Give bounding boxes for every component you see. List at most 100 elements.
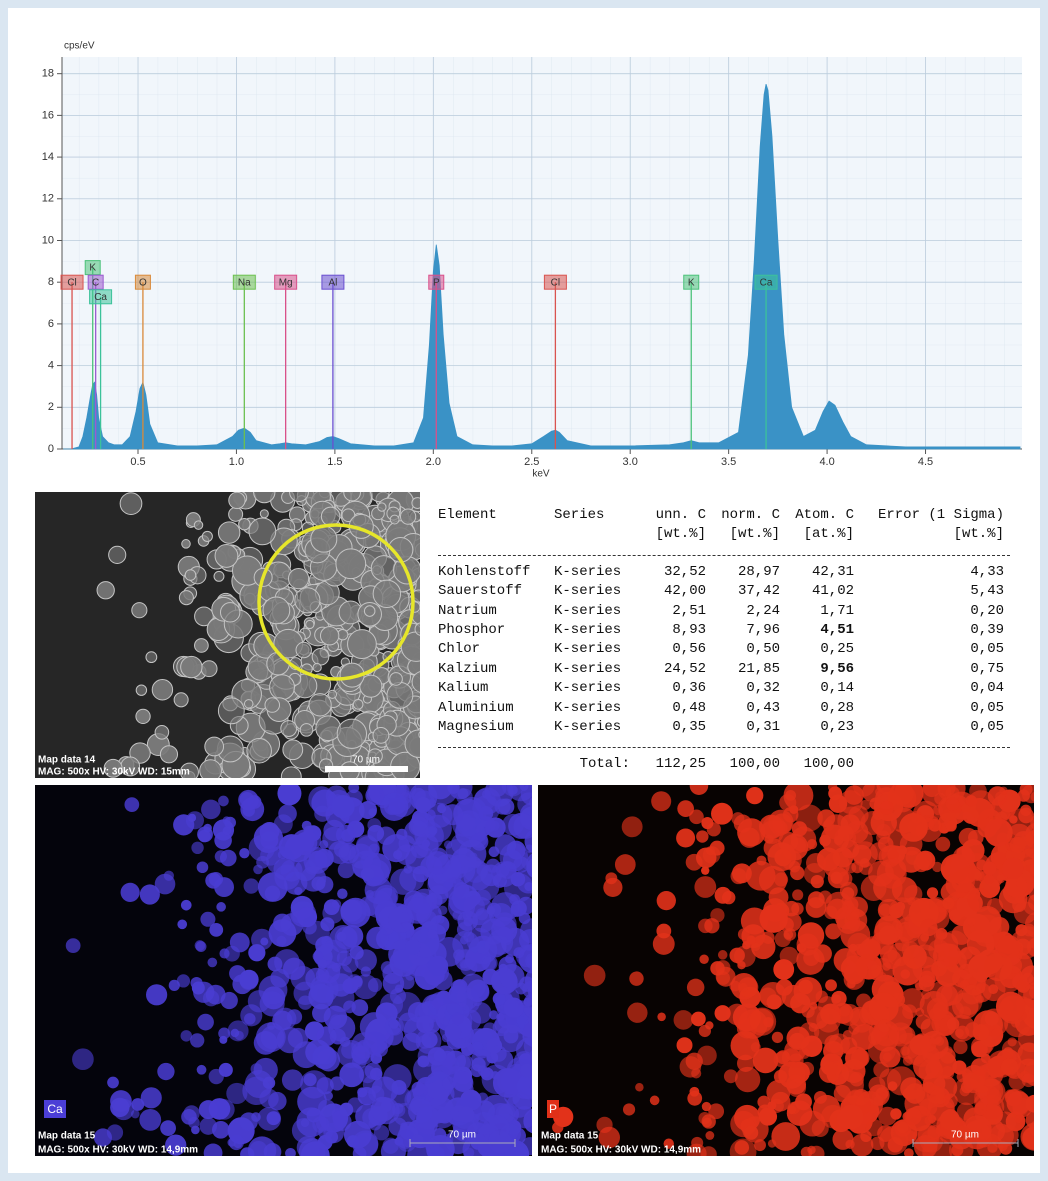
particle: [789, 1053, 804, 1068]
x-tick-label: 1.5: [327, 456, 342, 468]
particle: [364, 606, 375, 617]
particle: [807, 839, 817, 849]
particle: [961, 804, 969, 812]
particle: [1020, 805, 1031, 816]
particle: [878, 1019, 891, 1032]
particle: [195, 940, 206, 951]
table-cell: 1,71: [780, 602, 854, 621]
particle: [902, 941, 919, 958]
particle: [296, 642, 311, 657]
particle: [513, 947, 524, 958]
particle: [311, 526, 337, 552]
particle: [635, 1083, 643, 1091]
element-label: C: [92, 277, 99, 288]
table-cell: Kalium: [438, 679, 554, 698]
particle: [970, 1069, 994, 1093]
table-cell: 9,56: [780, 660, 854, 679]
particle: [766, 1080, 790, 1104]
particle: [181, 1109, 197, 1125]
particle: [325, 1130, 338, 1143]
x-tick-label: 0.5: [130, 456, 145, 468]
particle: [413, 866, 429, 882]
particle: [425, 826, 436, 837]
particle: [306, 620, 314, 628]
particle: [368, 808, 376, 816]
element-label: Na: [238, 277, 251, 288]
particle: [254, 824, 283, 853]
table-row: AluminiumK-series0,480,430,280,05: [438, 699, 1010, 718]
x-axis-label: keV: [532, 469, 550, 480]
table-cell: 0,14: [780, 679, 854, 698]
particle: [354, 1133, 379, 1158]
table-cell: 37,42: [706, 582, 780, 601]
y-tick-label: 16: [42, 109, 54, 121]
particle: [687, 979, 704, 996]
table-cell: 42,00: [630, 582, 706, 601]
particle: [265, 698, 280, 713]
particle: [66, 938, 81, 953]
particle: [958, 964, 974, 980]
particle: [273, 914, 291, 932]
particle: [694, 876, 716, 898]
particle: [584, 965, 606, 987]
particle: [744, 1126, 758, 1140]
particle: [710, 908, 724, 922]
particle: [247, 738, 272, 763]
particle: [351, 1032, 377, 1058]
particle: [366, 927, 388, 949]
element-label: P: [433, 277, 440, 288]
particle: [263, 597, 290, 624]
table-cell: Kohlenstoff: [438, 563, 554, 582]
particle: [787, 1105, 796, 1114]
particle: [201, 661, 217, 677]
particle: [146, 984, 167, 1005]
particle: [883, 1052, 892, 1061]
particle: [996, 992, 1026, 1022]
particle: [323, 820, 344, 841]
image-caption: Map data 14: [38, 755, 96, 766]
table-cell: Magnesium: [438, 718, 554, 737]
particle: [458, 1106, 474, 1122]
particle: [244, 700, 252, 708]
particle: [983, 862, 996, 875]
table-row: KohlenstoffK-series32,5228,9742,314,33: [438, 563, 1010, 582]
x-tick-label: 4.0: [819, 456, 834, 468]
particle: [772, 1032, 783, 1043]
table-cell: 0,56: [630, 640, 706, 659]
particle: [784, 928, 797, 941]
particle: [452, 1071, 472, 1091]
particle: [458, 840, 486, 868]
particle: [867, 960, 877, 970]
particle: [699, 1025, 711, 1037]
particle: [504, 997, 524, 1017]
particle: [828, 786, 842, 800]
particle: [718, 950, 728, 960]
table-cell: K-series: [554, 602, 630, 621]
particle: [292, 1118, 317, 1143]
particle: [248, 944, 265, 961]
particle: [320, 917, 334, 931]
element-label: Cl: [551, 277, 560, 288]
particle: [878, 915, 899, 936]
particle: [316, 1117, 330, 1131]
particle: [218, 796, 229, 807]
particle: [339, 1103, 353, 1117]
particle: [739, 827, 760, 848]
particle: [493, 1019, 510, 1036]
particle: [798, 980, 813, 995]
particle: [288, 569, 308, 589]
particle: [767, 1101, 776, 1110]
particle: [825, 979, 837, 991]
particle: [455, 949, 477, 971]
element-label: K: [89, 263, 96, 274]
particle: [428, 929, 438, 939]
table-cell: 4,51: [780, 621, 854, 640]
particle: [471, 1049, 491, 1069]
x-tick-label: 3.5: [721, 456, 736, 468]
particle: [771, 1122, 800, 1151]
particle: [218, 522, 239, 543]
scale-label: 70 µm: [448, 1130, 476, 1141]
particle: [313, 663, 321, 671]
particle: [677, 1037, 693, 1053]
